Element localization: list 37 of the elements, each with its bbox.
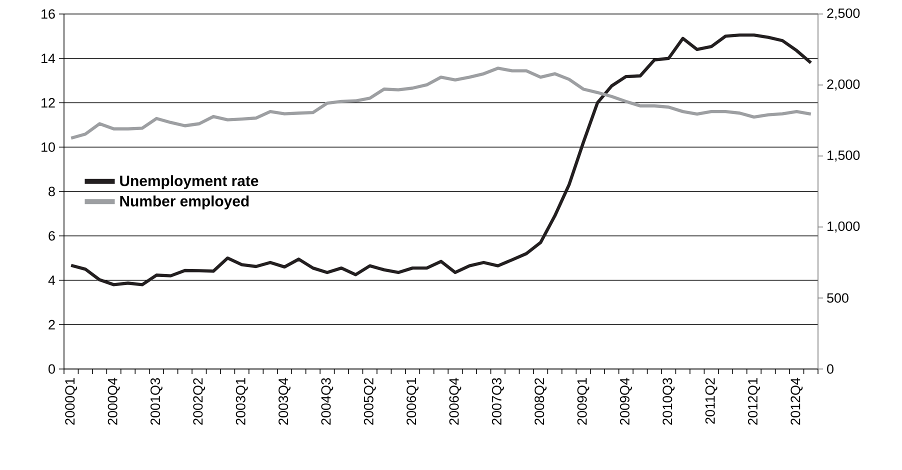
y2-tick-label: 0 <box>827 364 834 374</box>
x-tick-label: 2008Q2 <box>534 378 547 425</box>
y2-tick-label: 500 <box>827 293 848 303</box>
x-tick-label: 2000Q1 <box>65 378 78 425</box>
y-tick-label: 16 <box>42 9 55 19</box>
y-tick-label: 4 <box>48 276 56 285</box>
y2-tick-label: 2,500 <box>827 8 860 20</box>
x-tick-label: 2003Q4 <box>278 378 290 425</box>
y2-tick-label: 1,000 <box>828 221 860 233</box>
line-series <box>70 66 812 140</box>
x-tick-label: 2007Q3 <box>492 378 504 425</box>
x-tick-label: 2004Q3 <box>321 378 334 425</box>
x-tick-label: 2003Q1 <box>236 378 248 425</box>
x-tick-label: 2009Q4 <box>620 378 632 425</box>
y2-tick-label: 2,000 <box>827 79 860 91</box>
y2-tick-label: 1,500 <box>828 150 860 162</box>
x-tick-label: 2009Q1 <box>577 378 590 425</box>
line-series <box>70 33 812 286</box>
y-tick-label: 14 <box>42 54 56 63</box>
x-tick-label: 2012Q1 <box>748 378 760 425</box>
x-tick-label: 2000Q4 <box>108 378 120 425</box>
legend-label: Number employed <box>120 195 249 210</box>
x-tick-label: 2011Q2 <box>705 378 718 424</box>
x-tick-label: 2006Q1 <box>406 378 419 425</box>
y-tick-label: 10 <box>42 142 55 152</box>
x-tick-label: 2001Q3 <box>150 378 162 425</box>
x-tick-label: 2002Q2 <box>193 378 206 425</box>
x-tick-label: 2006Q4 <box>449 378 462 425</box>
x-tick-label: 2012Q4 <box>790 378 803 425</box>
x-tick-label: 2005Q2 <box>364 378 376 425</box>
x-tick-label: 2010Q3 <box>662 378 675 425</box>
y-tick-label: 6 <box>48 231 55 241</box>
y-tick-label: 0 <box>48 364 55 374</box>
y-tick-label: 12 <box>42 98 55 108</box>
legend-label: Unemployment rate <box>120 175 258 190</box>
y-tick-label: 2 <box>48 320 55 330</box>
y-tick-label: 8 <box>48 186 55 196</box>
